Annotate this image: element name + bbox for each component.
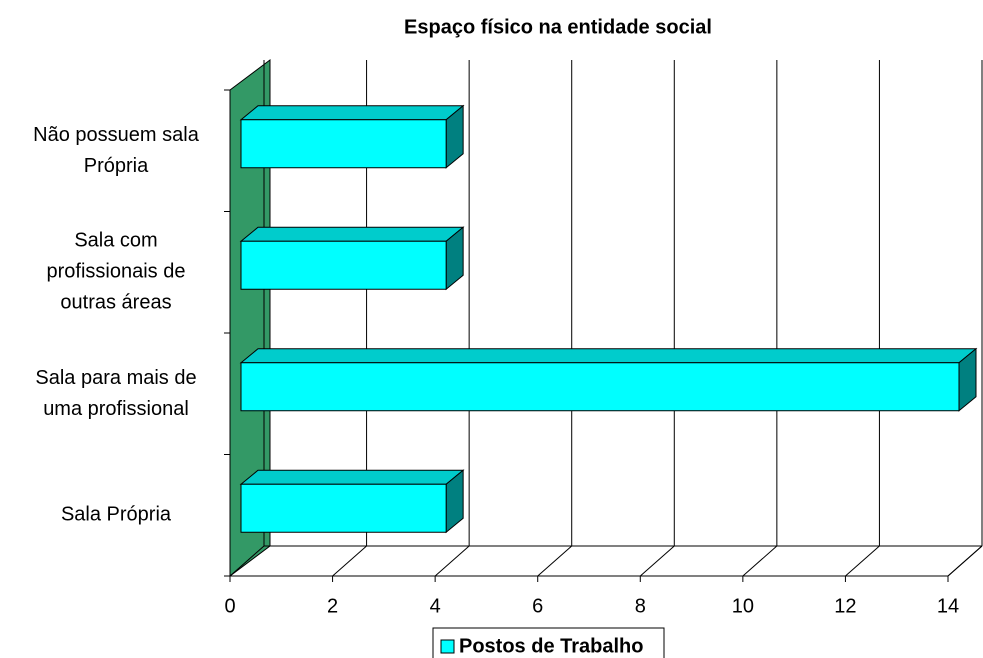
x-tick-label: 8	[635, 595, 646, 617]
bar-top	[239, 469, 465, 485]
x-tick-label: 12	[834, 595, 856, 617]
floor-grid-line	[434, 545, 470, 577]
legend-swatch	[440, 639, 455, 654]
floor-grid-line	[742, 545, 778, 577]
x-tick-label: 0	[224, 595, 235, 617]
y-tick-label: Sala com profissionais de outras áreas	[46, 229, 186, 314]
bar-top	[239, 226, 465, 242]
floor-grid-line	[537, 545, 573, 577]
bar-top	[239, 105, 465, 121]
floor-grid-line	[332, 545, 367, 577]
bar-front	[240, 483, 447, 533]
y-tick-label: Não possuem sala Própria	[33, 123, 199, 177]
bar	[239, 226, 465, 291]
x-tick-label: 10	[732, 595, 754, 617]
floor-right	[947, 545, 983, 577]
x-tick-label: 14	[937, 595, 959, 617]
bar-front	[240, 240, 447, 290]
y-tick-label: Sala para mais de uma profissional	[35, 366, 197, 420]
x-tick-label: 4	[430, 595, 441, 617]
x-tick-label: 6	[532, 595, 543, 617]
legend-label: Postos de Trabalho	[459, 635, 643, 657]
x-tick-label: 2	[327, 595, 338, 617]
floor-grid-line	[229, 545, 265, 577]
bar	[239, 104, 465, 169]
bar-top	[239, 348, 978, 364]
bar-front	[240, 119, 447, 169]
floor-grid-line	[639, 545, 675, 577]
y-tick-label: Sala Própria	[60, 503, 172, 526]
bar-front	[240, 362, 960, 412]
bar	[239, 469, 465, 534]
bar	[239, 347, 978, 412]
chart-title: Espaço físico na entidade social	[404, 16, 712, 38]
floor-grid-line	[845, 545, 880, 577]
legend-box	[432, 627, 665, 658]
